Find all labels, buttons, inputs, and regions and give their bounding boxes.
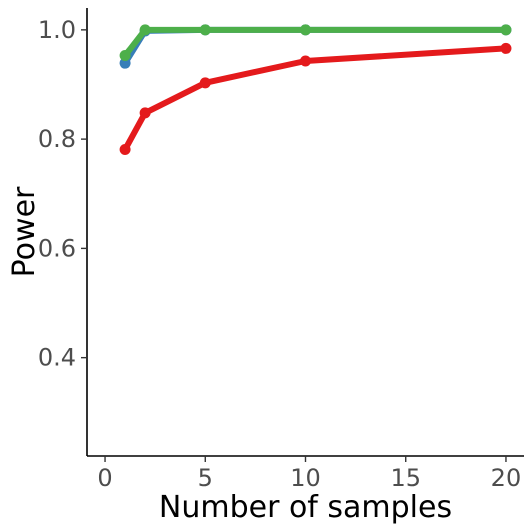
y-tick-label: 0.8 [38, 125, 76, 153]
series-layer [119, 24, 512, 156]
x-tick-label: 15 [390, 464, 421, 492]
x-tick-label: 20 [491, 464, 522, 492]
series-1-point [199, 77, 211, 89]
series-1-point [139, 107, 151, 119]
x-tick-label: 10 [290, 464, 321, 492]
y-tick-label: 0.4 [38, 344, 76, 372]
series-3-point [139, 24, 151, 36]
x-axis-title: Number of samples [159, 490, 452, 525]
x-tick-label: 0 [97, 464, 112, 492]
series-3-point [199, 24, 211, 36]
series-3-point [119, 50, 131, 62]
y-axis-title: Power [7, 186, 42, 277]
axes-layer: 0.4 0.6 0.8 1.0 0 5 10 15 20 [38, 8, 524, 492]
y-tick-label: 1.0 [38, 16, 76, 44]
y-tick-label: 0.6 [38, 234, 76, 262]
series-3-point [300, 24, 311, 36]
series-3-point [500, 24, 512, 36]
series-1-point [300, 55, 311, 67]
x-tick-label: 5 [198, 464, 213, 492]
series-1-point [500, 42, 512, 54]
series-1-point [119, 144, 131, 156]
series-line-1 [122, 45, 509, 153]
series-2-point [119, 57, 131, 69]
